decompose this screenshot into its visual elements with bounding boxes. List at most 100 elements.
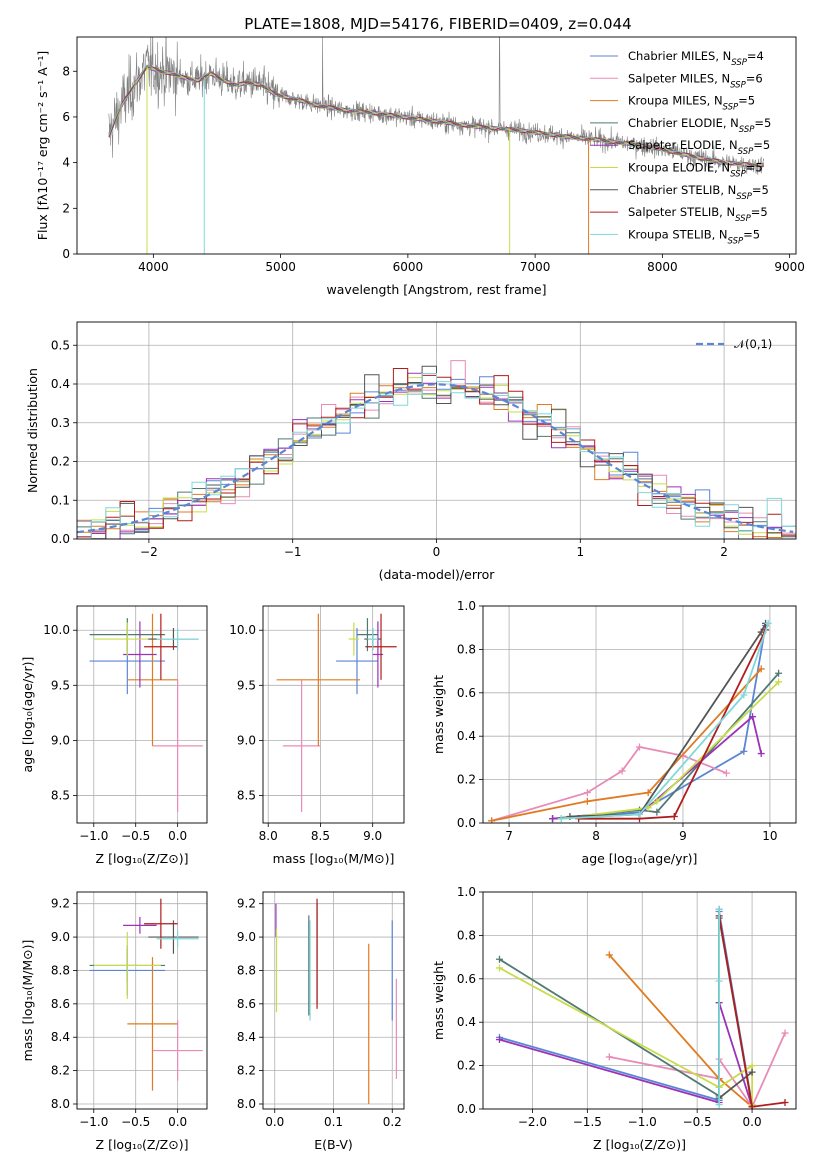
mass-vs-Z-ylabel: mass [log₁₀(M/M⊙)]: [20, 940, 35, 1062]
age-vs-mass-frame: [262, 605, 405, 824]
massweight-vs-age-frame: [482, 605, 797, 824]
massweight-vs-age-xtick-label: 7: [505, 829, 513, 843]
massweight-vs-age-point-marker: [583, 789, 591, 797]
residuals-xtick-label: 1: [576, 545, 584, 559]
massweight-vs-age-point-marker: [749, 713, 757, 721]
mass-vs-EBV-ytick-label: 8.4: [237, 1030, 256, 1044]
age-vs-Z-ytick-label: 9.0: [51, 733, 70, 747]
massweight-vs-age-point-marker: [636, 743, 643, 751]
massweight-vs-age-point-marker: [644, 789, 652, 797]
mass-vs-EBV-xtick-label: 0.1: [324, 1115, 343, 1129]
massweight-vs-Z-xtick-label: −1.5: [573, 1115, 602, 1129]
mass-vs-Z-xtick-label: −1.0: [79, 1115, 108, 1129]
massweight-vs-Z-xtick-label: −1.0: [628, 1115, 657, 1129]
age-vs-Z-xlabel: Z [log₁₀(Z/Z⊙)]: [96, 851, 189, 866]
massweight-vs-Z-xtick-label: −2.0: [518, 1115, 547, 1129]
legend-entry-label: Salpeter MILES, NSSP=6: [628, 71, 763, 90]
mass-vs-EBV-xtick-label: 0.0: [265, 1115, 284, 1129]
spectrum-model-line: [108, 64, 765, 168]
massweight-vs-Z-frame: [482, 891, 797, 1110]
mass-vs-Z-xtick-label: 0.0: [168, 1115, 187, 1129]
massweight-vs-age-point-marker: [618, 767, 626, 775]
age-vs-mass-xlabel: mass [log₁₀(M/M⊙)]: [273, 851, 395, 866]
age-vs-Z-xtick-label: −1.0: [79, 829, 108, 843]
legend-entry-label: Kroupa MILES, NSSP=5: [628, 94, 755, 113]
spectrum-xtick-label: 5000: [265, 260, 296, 274]
mass-vs-Z-frame: [76, 891, 208, 1110]
massweight-vs-age-point-marker: [670, 812, 678, 820]
massweight-vs-Z-ytick-label: 0.8: [457, 928, 476, 942]
age-vs-mass-ytick-label: 9.5: [237, 678, 256, 692]
massweight-vs-Z-xtick-label: 0.0: [743, 1115, 762, 1129]
massweight-vs-age-ytick-label: 1.0: [457, 599, 476, 613]
massweight-vs-Z-series-line: [499, 967, 753, 1105]
mass-vs-Z-ytick-label: 8.6: [51, 997, 70, 1011]
age-vs-Z-plot-area: [89, 613, 203, 812]
massweight-vs-age-xtick-label: 10: [762, 829, 777, 843]
age-vs-Z-ylabel: age [log₁₀(age/yr)]: [20, 657, 35, 773]
massweight-vs-age-point-marker: [583, 797, 591, 805]
massweight-vs-Z-point-marker: [715, 977, 723, 985]
massweight-vs-Z-ytick-label: 1.0: [457, 885, 476, 899]
spectrum-model-line: [108, 65, 765, 168]
mass-vs-EBV-xtick-label: 0.2: [383, 1115, 402, 1129]
mass-vs-Z-ytick-label: 8.2: [51, 1064, 70, 1078]
mass-vs-EBV-ytick-label: 9.0: [237, 930, 256, 944]
massweight-vs-age-point-marker: [549, 815, 557, 823]
spectrum-xtick-label: 4000: [138, 260, 169, 274]
massweight-vs-Z-xtick-label: −0.5: [683, 1115, 712, 1129]
massweight-vs-age-point-marker: [740, 747, 748, 755]
massweight-vs-Z-ytick-label: 0.0: [457, 1102, 476, 1116]
mass-vs-Z-ytick-label: 8.4: [51, 1030, 70, 1044]
residual-legend-label: 𝒩(0,1): [734, 337, 772, 351]
massweight-vs-Z-xlabel: Z [log₁₀(Z/Z⊙)]: [593, 1137, 686, 1152]
legend-entry-label: Chabrier ELODIE, NSSP=5: [628, 116, 771, 135]
massweight-vs-Z-point-marker: [781, 1029, 789, 1037]
massweight-vs-age-xlabel: age [log₁₀(age/yr)]: [582, 851, 698, 866]
massweight-vs-age-point-marker: [775, 678, 783, 686]
age-vs-mass-ytick-label: 8.5: [237, 788, 256, 802]
spectrum-plot-area: [108, 37, 765, 254]
residuals-ylabel: Normed distribution: [25, 368, 40, 493]
legend-entry-label: Kroupa ELODIE, NSSP=5: [628, 161, 763, 180]
residuals-ytick-label: 0.2: [51, 455, 70, 469]
massweight-vs-Z-ytick-label: 0.6: [457, 972, 476, 986]
massweight-vs-Z-ylabel: mass weight: [431, 961, 446, 1040]
massweight-vs-Z-point-marker: [605, 1053, 613, 1061]
residuals-xtick-label: 2: [720, 545, 728, 559]
spectrum-xlabel: wavelength [Angstrom, rest frame]: [326, 282, 546, 297]
massweight-vs-age-ytick-label: 0.6: [457, 686, 476, 700]
age-vs-Z-frame: [76, 605, 208, 824]
massweight-vs-age-ylabel: mass weight: [431, 675, 446, 754]
legend-entry-label: Chabrier STELIB, NSSP=5: [628, 183, 769, 202]
massweight-vs-age-series-line: [561, 623, 770, 820]
gaussian-reference-curve: [77, 383, 794, 534]
residuals-xtick-label: −1: [284, 545, 302, 559]
mass-vs-Z-ytick-label: 9.2: [51, 897, 70, 911]
residuals-ytick-label: 0.3: [51, 416, 70, 430]
massweight-vs-age-series-line: [491, 668, 762, 822]
age-vs-mass-xtick-label: 8.5: [311, 829, 330, 843]
figure-title: PLATE=1808, MJD=54176, FIBERID=0409, z=0…: [244, 15, 631, 33]
massweight-vs-age-ytick-label: 0.2: [457, 773, 476, 787]
spectrum-xtick-label: 8000: [647, 260, 678, 274]
massweight-vs-Z-point-marker: [715, 905, 723, 913]
mass-vs-EBV-ytick-label: 8.0: [237, 1097, 256, 1111]
spectrum-frame: [76, 36, 797, 255]
spectrum-xtick-label: 6000: [393, 260, 424, 274]
residuals-ytick-label: 0.0: [51, 532, 70, 546]
spectrum-xtick-label: 9000: [774, 260, 805, 274]
residuals-ytick-label: 0.1: [51, 493, 70, 507]
massweight-vs-Z-point-marker: [781, 1098, 789, 1106]
massweight-vs-age-xtick-label: 9: [679, 829, 687, 843]
massweight-vs-age-point-marker: [636, 810, 643, 818]
legend-entry-label: Salpeter STELIB, NSSP=5: [628, 205, 768, 224]
age-vs-mass-xtick-label: 9.0: [363, 829, 382, 843]
massweight-vs-age-point-marker: [757, 665, 765, 673]
spectrum-data-line: [108, 37, 765, 175]
massweight-vs-age-series-line: [491, 746, 727, 822]
mass-vs-EBV-ytick-label: 9.2: [237, 897, 256, 911]
massweight-vs-Z-ytick-label: 0.2: [457, 1059, 476, 1073]
